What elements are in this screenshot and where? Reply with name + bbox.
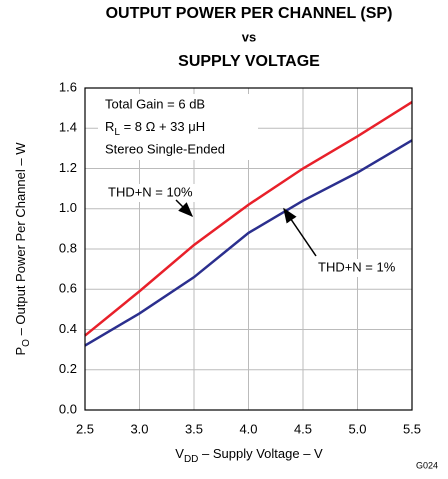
arrow: [175, 199, 194, 218]
x-axis-label: VDD – Supply Voltage – V: [175, 446, 323, 464]
y-tick-label: 0.0: [59, 401, 77, 416]
annotation: Stereo Single-Ended: [105, 141, 225, 156]
arrow: [283, 207, 317, 257]
y-tick-label: 0.4: [59, 321, 77, 336]
series-line: [84, 101, 413, 337]
y-axis-label: PO – Output Power Per Channel – W: [13, 142, 31, 356]
series-line: [84, 139, 413, 347]
series-label: THD+N = 10%: [108, 184, 193, 199]
plot-frame: [84, 87, 413, 411]
label-bg: [104, 184, 212, 202]
x-tick-label: 5.5: [403, 421, 421, 436]
y-tick-label: 0.8: [59, 240, 77, 255]
annotation: RL = 8 Ω + 33 μH: [105, 119, 205, 137]
y-tick-label: 0.6: [59, 281, 77, 296]
series-label: THD+N = 1%: [318, 259, 396, 274]
y-tick-label: 0.2: [59, 361, 77, 376]
x-tick-label: 3.5: [185, 421, 203, 436]
y-tick-label: 1.0: [59, 200, 77, 215]
y-tick-label: 1.4: [59, 120, 77, 135]
annotation-box: [98, 94, 258, 160]
x-tick-label: 4.5: [294, 421, 312, 436]
figure-code: G024: [416, 460, 438, 470]
annotation: Total Gain = 6 dB: [105, 96, 205, 111]
chart-title: SUPPLY VOLTAGE: [178, 53, 320, 70]
chart-title: vs: [242, 29, 256, 44]
label-bg: [314, 259, 400, 277]
x-tick-label: 3.0: [130, 421, 148, 436]
x-tick-label: 5.0: [348, 421, 366, 436]
x-tick-label: 2.5: [76, 421, 94, 436]
chart-title: OUTPUT POWER PER CHANNEL (SP): [106, 5, 393, 22]
y-tick-label: 1.2: [59, 160, 77, 175]
y-tick-label: 1.6: [59, 79, 77, 94]
x-tick-label: 4.0: [239, 421, 257, 436]
